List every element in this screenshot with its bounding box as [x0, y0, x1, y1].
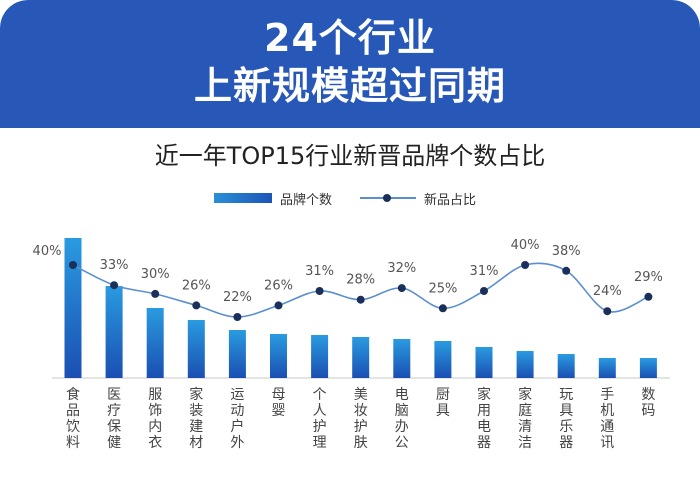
pct-label-13: 24% [593, 284, 622, 299]
trend-point-2 [151, 289, 160, 298]
bar-6 [311, 335, 329, 378]
trend-point-14 [644, 292, 653, 301]
trend-point-5 [274, 301, 283, 310]
category-label-11: 家庭清洁 [518, 387, 533, 451]
category-label-2: 服饰内衣 [148, 387, 163, 451]
category-label-14: 数码 [641, 387, 656, 419]
chart-title: 近一年TOP15行业新晋品牌个数占比 [154, 142, 546, 170]
bar-1 [105, 286, 123, 378]
header-banner: 24个行业 上新规模超过同期 [0, 0, 700, 128]
pct-label-9: 25% [428, 281, 457, 296]
bar-7 [352, 337, 370, 378]
pct-label-2: 30% [141, 267, 170, 282]
bar-3 [187, 320, 205, 378]
trend-point-12 [562, 266, 571, 275]
category-label-13: 手机通讯 [600, 387, 615, 451]
category-label-4: 运动户外 [230, 387, 245, 451]
pct-label-8: 32% [387, 261, 416, 276]
category-label-12: 玩具乐器 [559, 387, 574, 451]
bar-8 [393, 339, 411, 378]
pct-label-6: 31% [305, 264, 334, 279]
bar-5 [270, 334, 287, 378]
trend-point-3 [192, 301, 201, 310]
pct-label-12: 38% [552, 244, 581, 259]
pct-label-1: 33% [100, 258, 129, 273]
pct-label-0: 40% [33, 244, 62, 259]
trend-point-10 [480, 287, 488, 295]
category-label-5: 母婴 [271, 387, 286, 419]
bar-12 [557, 354, 575, 378]
category-label-8: 电脑办公 [394, 387, 409, 451]
category-label-9: 厨具 [435, 387, 450, 419]
trend-point-4 [233, 313, 242, 321]
bar-11 [516, 351, 534, 378]
bar-10 [475, 347, 493, 378]
pct-label-4: 22% [223, 290, 252, 305]
bar-0 [64, 238, 82, 378]
trend-point-8 [397, 284, 406, 293]
trend-point-13 [603, 307, 612, 316]
category-label-6: 个人护理 [312, 387, 327, 451]
category-label-1: 医疗保健 [107, 387, 122, 451]
legend-line-label: 新品占比 [424, 193, 477, 208]
bar-14 [639, 358, 657, 378]
trend-point-9 [438, 304, 447, 313]
category-label-7: 美妆护肤 [353, 387, 368, 451]
bar-2 [146, 308, 164, 378]
pct-label-3: 26% [182, 278, 211, 293]
pct-label-11: 40% [511, 238, 540, 253]
trend-point-6 [315, 287, 324, 295]
legend-line-dot [383, 194, 391, 202]
category-label-3: 家装建材 [189, 387, 204, 451]
trend-point-1 [110, 281, 119, 290]
header-title-line2: 上新规模超过同期 [193, 64, 506, 108]
chart-legend: 品牌个数 新品占比 [0, 188, 700, 208]
header-title-line1: 24个行业 [264, 16, 436, 60]
pct-label-5: 26% [264, 278, 293, 293]
bar-13 [598, 358, 616, 378]
legend-bar-swatch [214, 193, 272, 203]
category-label-0: 食品饮料 [66, 387, 80, 451]
category-label-10: 家用电器 [477, 387, 491, 451]
trend-point-0 [69, 261, 77, 269]
legend-bar-label: 品牌个数 [280, 193, 333, 208]
pct-label-10: 31% [470, 264, 499, 279]
bar-4 [228, 330, 246, 378]
trend-point-11 [521, 261, 530, 269]
pct-label-7: 28% [346, 273, 375, 288]
trend-point-7 [356, 295, 365, 304]
bar-9 [434, 341, 452, 378]
pct-label-14: 29% [634, 270, 663, 285]
